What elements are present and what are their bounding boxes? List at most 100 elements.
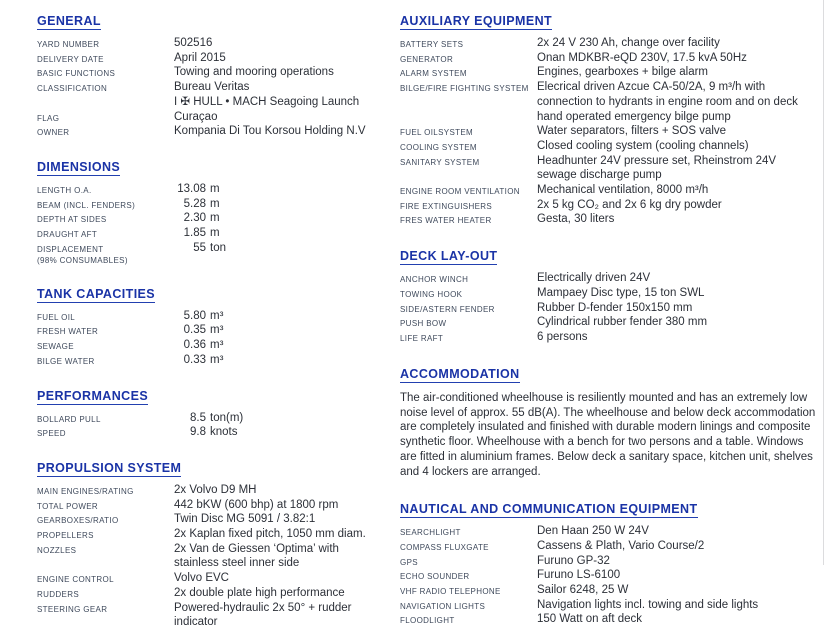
spec-value-line: 442 bKW (600 bhp) at 1800 rpm — [174, 498, 339, 511]
spec-values: Closed cooling system (cooling channels) — [537, 139, 824, 154]
spec-value-number: 13.08 — [177, 182, 206, 195]
spec-value-line: 2x 5 kg CO₂ and 2x 6 kg dry powder — [537, 198, 722, 211]
section-title-accommodation: ACCOMMODATION — [400, 366, 520, 383]
spec-value-line: 13.08 m — [174, 182, 394, 197]
spec-values: 0.35 m³ — [174, 323, 394, 338]
spec-row: SEARCHLIGHT Den Haan 250 W 24V — [400, 524, 824, 539]
spec-value-line: stainless steel inner side — [174, 557, 300, 570]
spec-value-line: Furuno GP-32 — [537, 554, 610, 567]
spec-values: Mechanical ventilation, 8000 m³/h — [537, 183, 824, 198]
spec-row: FIRE EXTINGUISHERS 2x 5 kg CO₂ and 2x 6 k… — [400, 198, 824, 213]
spec-label: COOLING SYSTEM — [400, 142, 477, 152]
spec-values: Furuno GP-32 — [537, 554, 824, 569]
spec-row: COMPASS FLUXGATE Cassens & Plath, Vario C… — [400, 539, 824, 554]
spec-values: Cylindrical rubber fender 380 mm — [537, 315, 824, 330]
spec-value-number: 0.33 — [183, 353, 206, 366]
spec-row: RUDDERS 2x double plate high performance — [37, 586, 394, 601]
spec-row: ECHO SOUNDER Furuno LS-6100 — [400, 568, 824, 583]
spec-row: BOLLARD PULL 8.5 ton(m) — [37, 411, 394, 426]
spec-values: 5.80 m³ — [174, 309, 394, 324]
spec-value-line: 2.30 m — [174, 211, 394, 226]
spec-value-line: Den Haan 250 W 24V — [537, 525, 649, 538]
spec-value-unit: m³ — [210, 339, 224, 352]
spec-label: ECHO SOUNDER — [400, 572, 470, 582]
spec-values: Headhunter 24V pressure set, Rheinstrom … — [537, 154, 824, 183]
spec-row: DEPTH AT SIDES 2.30 m — [37, 211, 394, 226]
spec-row: SEWAGE 0.36 m³ — [37, 338, 394, 353]
spec-label: SPEED — [37, 429, 66, 439]
spec-row: LIFE RAFT 6 persons — [400, 330, 824, 345]
spec-values: Gesta, 30 liters — [537, 212, 824, 227]
spec-value-line: 1.85 m — [174, 226, 394, 241]
spec-value-line: 2x Van de Giessen ‘Optima’ with — [174, 542, 339, 555]
spec-label: COMPASS FLUXGATE — [400, 542, 489, 552]
section-rows-nautical-communication-equipment: SEARCHLIGHT Den Haan 250 W 24V COMPASS FLU… — [400, 524, 824, 627]
section-nautical-communication-equipment: NAUTICAL AND COMMUNICATION EQUIPMENT SEA… — [400, 500, 824, 627]
spec-label: ANCHOR WINCH — [400, 275, 469, 285]
spec-row: PROPELLERS 2x Kaplan fixed pitch, 1050 mm… — [37, 527, 394, 542]
spec-value-line: 2x double plate high performance — [174, 586, 345, 599]
spec-value-line: Powered-hydraulic 2x 50° + rudder — [174, 601, 352, 614]
spec-label: LENGTH O.A. — [37, 185, 92, 195]
spec-value-line: 0.33 m³ — [174, 353, 394, 368]
spec-value-line: indicator — [174, 616, 218, 629]
spec-label: BOLLARD PULL — [37, 414, 101, 424]
section-dimensions: DIMENSIONS LENGTH O.A. 13.08 m BEAM (INCL. … — [37, 158, 394, 266]
spec-label: RUDDERS — [37, 589, 80, 599]
spec-values: Bureau Veritas I ✠ HULL • MACH Seagoing L… — [174, 80, 394, 109]
spec-row: TOTAL POWER 442 bKW (600 bhp) at 1800 rpm — [37, 498, 394, 513]
spec-value-line: April 2015 — [174, 51, 226, 64]
spec-label: BILGE/FIRE FIGHTING SYSTEM — [400, 84, 529, 94]
spec-values: 0.33 m³ — [174, 353, 394, 368]
spec-label: TOWING HOOK — [400, 289, 463, 299]
spec-value-line: Mampaey Disc type, 15 ton SWL — [537, 286, 705, 299]
spec-row: FLAG Curaçao — [37, 110, 394, 125]
section-rows-deck-lay-out: ANCHOR WINCH Electrically driven 24V TOWIN… — [400, 271, 824, 345]
section-rows-tank-capacities: FUEL OIL 5.80 m³ FRESH WATER 0.35 m³ SEWAGE 0.3… — [37, 309, 394, 368]
spec-row: ALARM SYSTEM Engines, gearboxes + bilge a… — [400, 65, 824, 80]
spec-values: 2x 24 V 230 Ah, change over facility — [537, 36, 824, 51]
spec-label: LIFE RAFT — [400, 333, 444, 343]
spec-row: ENGINE CONTROL Volvo EVC — [37, 571, 394, 586]
spec-values: 2x Volvo D9 MH — [174, 483, 394, 498]
spec-values: Den Haan 250 W 24V — [537, 524, 824, 539]
spec-value-line: 2x 24 V 230 Ah, change over facility — [537, 37, 720, 49]
spec-label: DELIVERY DATE — [37, 54, 104, 64]
spec-label: BILGE WATER — [37, 356, 95, 366]
spec-row: COOLING SYSTEM Closed cooling system (coo… — [400, 139, 824, 154]
spec-values: Water separators, filters + SOS valve — [537, 124, 824, 139]
spec-row: SANITARY SYSTEM Headhunter 24V pressure s… — [400, 154, 824, 183]
spec-label: YARD NUMBER — [37, 40, 100, 49]
spec-values: Engines, gearboxes + bilge alarm — [537, 65, 824, 80]
spec-values: Rubber D-fender 150x150 mm — [537, 301, 824, 316]
spec-row: MAIN ENGINES/RATING 2x Volvo D9 MH — [37, 483, 394, 498]
spec-value-line: I ✠ HULL • MACH Seagoing Launch — [174, 95, 360, 108]
spec-values: Kompania Di Tou Korsou Holding N.V — [174, 124, 394, 139]
spec-row: PUSH BOW Cylindrical rubber fender 380 mm — [400, 315, 824, 330]
spec-value-line: Headhunter 24V pressure set, Rheinstrom … — [537, 154, 777, 167]
spec-row: LENGTH O.A. 13.08 m — [37, 182, 394, 197]
spec-label: OWNER — [37, 128, 70, 138]
spec-value-number: 0.36 — [183, 339, 206, 352]
spec-value-line: Volvo EVC — [174, 572, 229, 585]
right-column: AUXILIARY EQUIPMENT BATTERY SETS 2x 24 V … — [400, 12, 824, 630]
spec-value-unit: m — [210, 212, 220, 225]
spec-value-number: 9.8 — [190, 426, 206, 439]
spec-row: DRAUGHT AFT 1.85 m — [37, 226, 394, 241]
spec-value-line: Twin Disc MG 5091 / 3.82:1 — [174, 513, 316, 526]
spec-value-unit: m — [210, 197, 220, 210]
spec-value-number: 2.30 — [183, 212, 206, 225]
spec-row: ANCHOR WINCH Electrically driven 24V — [400, 271, 824, 286]
spec-value-number: 55 — [193, 241, 206, 254]
spec-value-line: Navigation lights incl. towing and side … — [537, 598, 759, 611]
spec-values: Curaçao — [174, 110, 394, 125]
spec-values: 1.85 m — [174, 226, 394, 241]
spec-label: SIDE/ASTERN FENDER — [400, 304, 495, 314]
spec-label: FUEL OIL — [37, 312, 76, 322]
spec-value-line: 2x Kaplan fixed pitch, 1050 mm diam. — [174, 528, 366, 541]
spec-value-unit: m — [210, 227, 220, 240]
spec-value-line: 8.5 ton(m) — [174, 411, 394, 426]
spec-label: BASIC FUNCTIONS — [37, 69, 116, 79]
section-rows-dimensions: LENGTH O.A. 13.08 m BEAM (INCL. FENDERS) 5.2… — [37, 182, 394, 266]
section-rows-propulsion-system: MAIN ENGINES/RATING 2x Volvo D9 MH TOTAL P… — [37, 483, 394, 630]
